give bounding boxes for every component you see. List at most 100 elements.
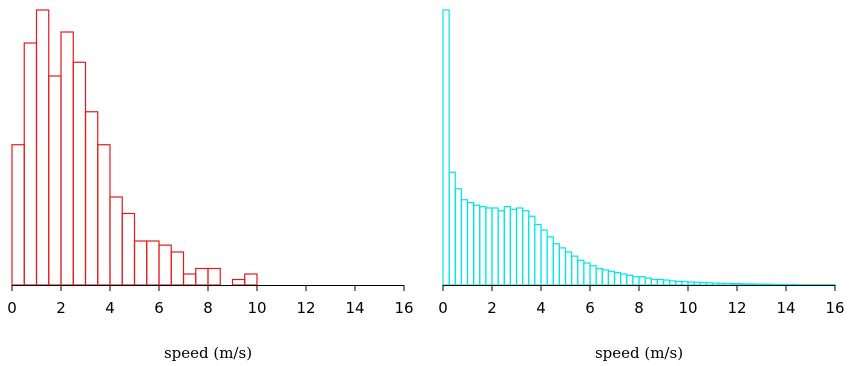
x-axis-label-left: speed (m/s) (164, 344, 252, 362)
histogram-bar (97, 144, 111, 286)
x-tick-label: 12 (727, 299, 746, 317)
histogram-bars-right (442, 9, 836, 286)
histogram-bar (564, 251, 573, 286)
histogram-bar (485, 207, 493, 286)
x-tick-label: 4 (105, 299, 115, 317)
histogram-bar (497, 210, 505, 286)
histogram-bar (448, 171, 456, 286)
histogram-bar (48, 75, 62, 286)
histogram-bar (479, 206, 487, 286)
histogram-bar (454, 188, 462, 286)
histogram-bar (748, 283, 756, 286)
histogram-bar (146, 240, 160, 286)
histogram-bar (60, 31, 74, 286)
histogram-bar (705, 282, 714, 286)
histogram-bar (669, 280, 677, 286)
histogram-bar (791, 283, 799, 286)
histogram-bar (736, 283, 744, 286)
histogram-bar (207, 267, 221, 286)
histogram-bar (693, 281, 701, 286)
histogram-bar (595, 267, 603, 286)
histogram-bar (730, 283, 738, 286)
histogram-bar (515, 207, 524, 286)
histogram-bar (460, 199, 469, 286)
histogram-bar (109, 196, 123, 286)
histogram-bar (779, 283, 787, 286)
histogram-bar (442, 9, 450, 286)
x-tick-label: 2 (487, 299, 497, 317)
histogram-bar (11, 144, 25, 286)
x-ticks-right: 0 2 4 6 8 10 12 14 16 (438, 285, 845, 317)
histogram-bar (170, 251, 185, 286)
histogram-bar (644, 277, 652, 286)
histogram-bar (473, 204, 481, 286)
histogram-bar (760, 283, 769, 286)
x-tick-label: 6 (154, 299, 164, 317)
histogram-bar (522, 210, 530, 286)
histogram-bar (607, 270, 616, 286)
x-tick-label: 14 (345, 299, 364, 317)
histogram-bar (773, 283, 781, 286)
x-tick-label: 14 (776, 299, 795, 317)
histogram-bars-left (11, 9, 258, 286)
x-tick-label: 8 (203, 299, 213, 317)
histogram-bar (687, 281, 695, 286)
histogram-bar (552, 243, 560, 286)
x-tick-label: 10 (247, 299, 266, 317)
histogram-bar (711, 282, 720, 286)
x-tick-label: 4 (536, 299, 546, 317)
histogram-bar (571, 255, 579, 286)
histogram-bar (158, 244, 172, 286)
x-tick-label: 0 (7, 299, 17, 317)
histogram-bar (121, 212, 136, 286)
histogram-bar (540, 229, 548, 286)
histogram-bar (632, 276, 640, 286)
histogram-bar (546, 236, 554, 286)
histogram-bar (244, 273, 258, 286)
histogram-bar (601, 269, 609, 286)
histogram-bar (231, 278, 246, 286)
histogram-bar (656, 278, 665, 286)
histogram-bar (620, 273, 628, 286)
histogram-bar (767, 283, 775, 286)
x-axis-label-right: speed (m/s) (595, 344, 683, 362)
histogram-bar (681, 281, 689, 286)
histogram-bar (84, 111, 99, 286)
histogram-bar (182, 273, 197, 286)
x-tick-label: 0 (438, 299, 448, 317)
histogram-bar (613, 272, 622, 286)
histogram-bar (675, 280, 683, 286)
histogram-bar (558, 247, 567, 286)
histogram-bar (133, 240, 148, 286)
x-tick-label: 2 (56, 299, 66, 317)
histogram-bar (466, 201, 475, 286)
histogram-bar (72, 61, 87, 286)
histogram-bar (528, 215, 536, 286)
histogram-bar (699, 281, 707, 286)
x-tick-label: 10 (678, 299, 697, 317)
histogram-bar (638, 276, 646, 286)
histogram-panel-right: 0 2 4 6 8 10 12 14 16 speed (m/s) (438, 9, 845, 362)
histogram-bar (718, 282, 726, 286)
histogram-bar (195, 267, 209, 286)
histogram-bar (534, 223, 542, 286)
histogram-bar (626, 274, 634, 286)
histogram-bar (583, 262, 591, 286)
histogram-bar (503, 206, 511, 286)
histogram-bar (509, 208, 518, 286)
x-tick-label: 16 (825, 299, 844, 317)
histogram-bar (589, 265, 597, 286)
x-tick-label: 6 (585, 299, 595, 317)
histogram-bar (724, 282, 732, 286)
histogram-bar (662, 279, 671, 286)
histogram-bar (35, 9, 50, 286)
x-tick-label: 16 (394, 299, 413, 317)
x-tick-label: 12 (296, 299, 315, 317)
histogram-bar (650, 278, 658, 286)
histogram-bar (754, 283, 763, 286)
histogram-panel-left: 0 2 4 6 8 10 12 14 16 speed (m/s) (7, 9, 414, 362)
histogram-bar (23, 42, 38, 286)
x-tick-label: 8 (634, 299, 644, 317)
x-ticks-left: 0 2 4 6 8 10 12 14 16 (7, 285, 414, 317)
